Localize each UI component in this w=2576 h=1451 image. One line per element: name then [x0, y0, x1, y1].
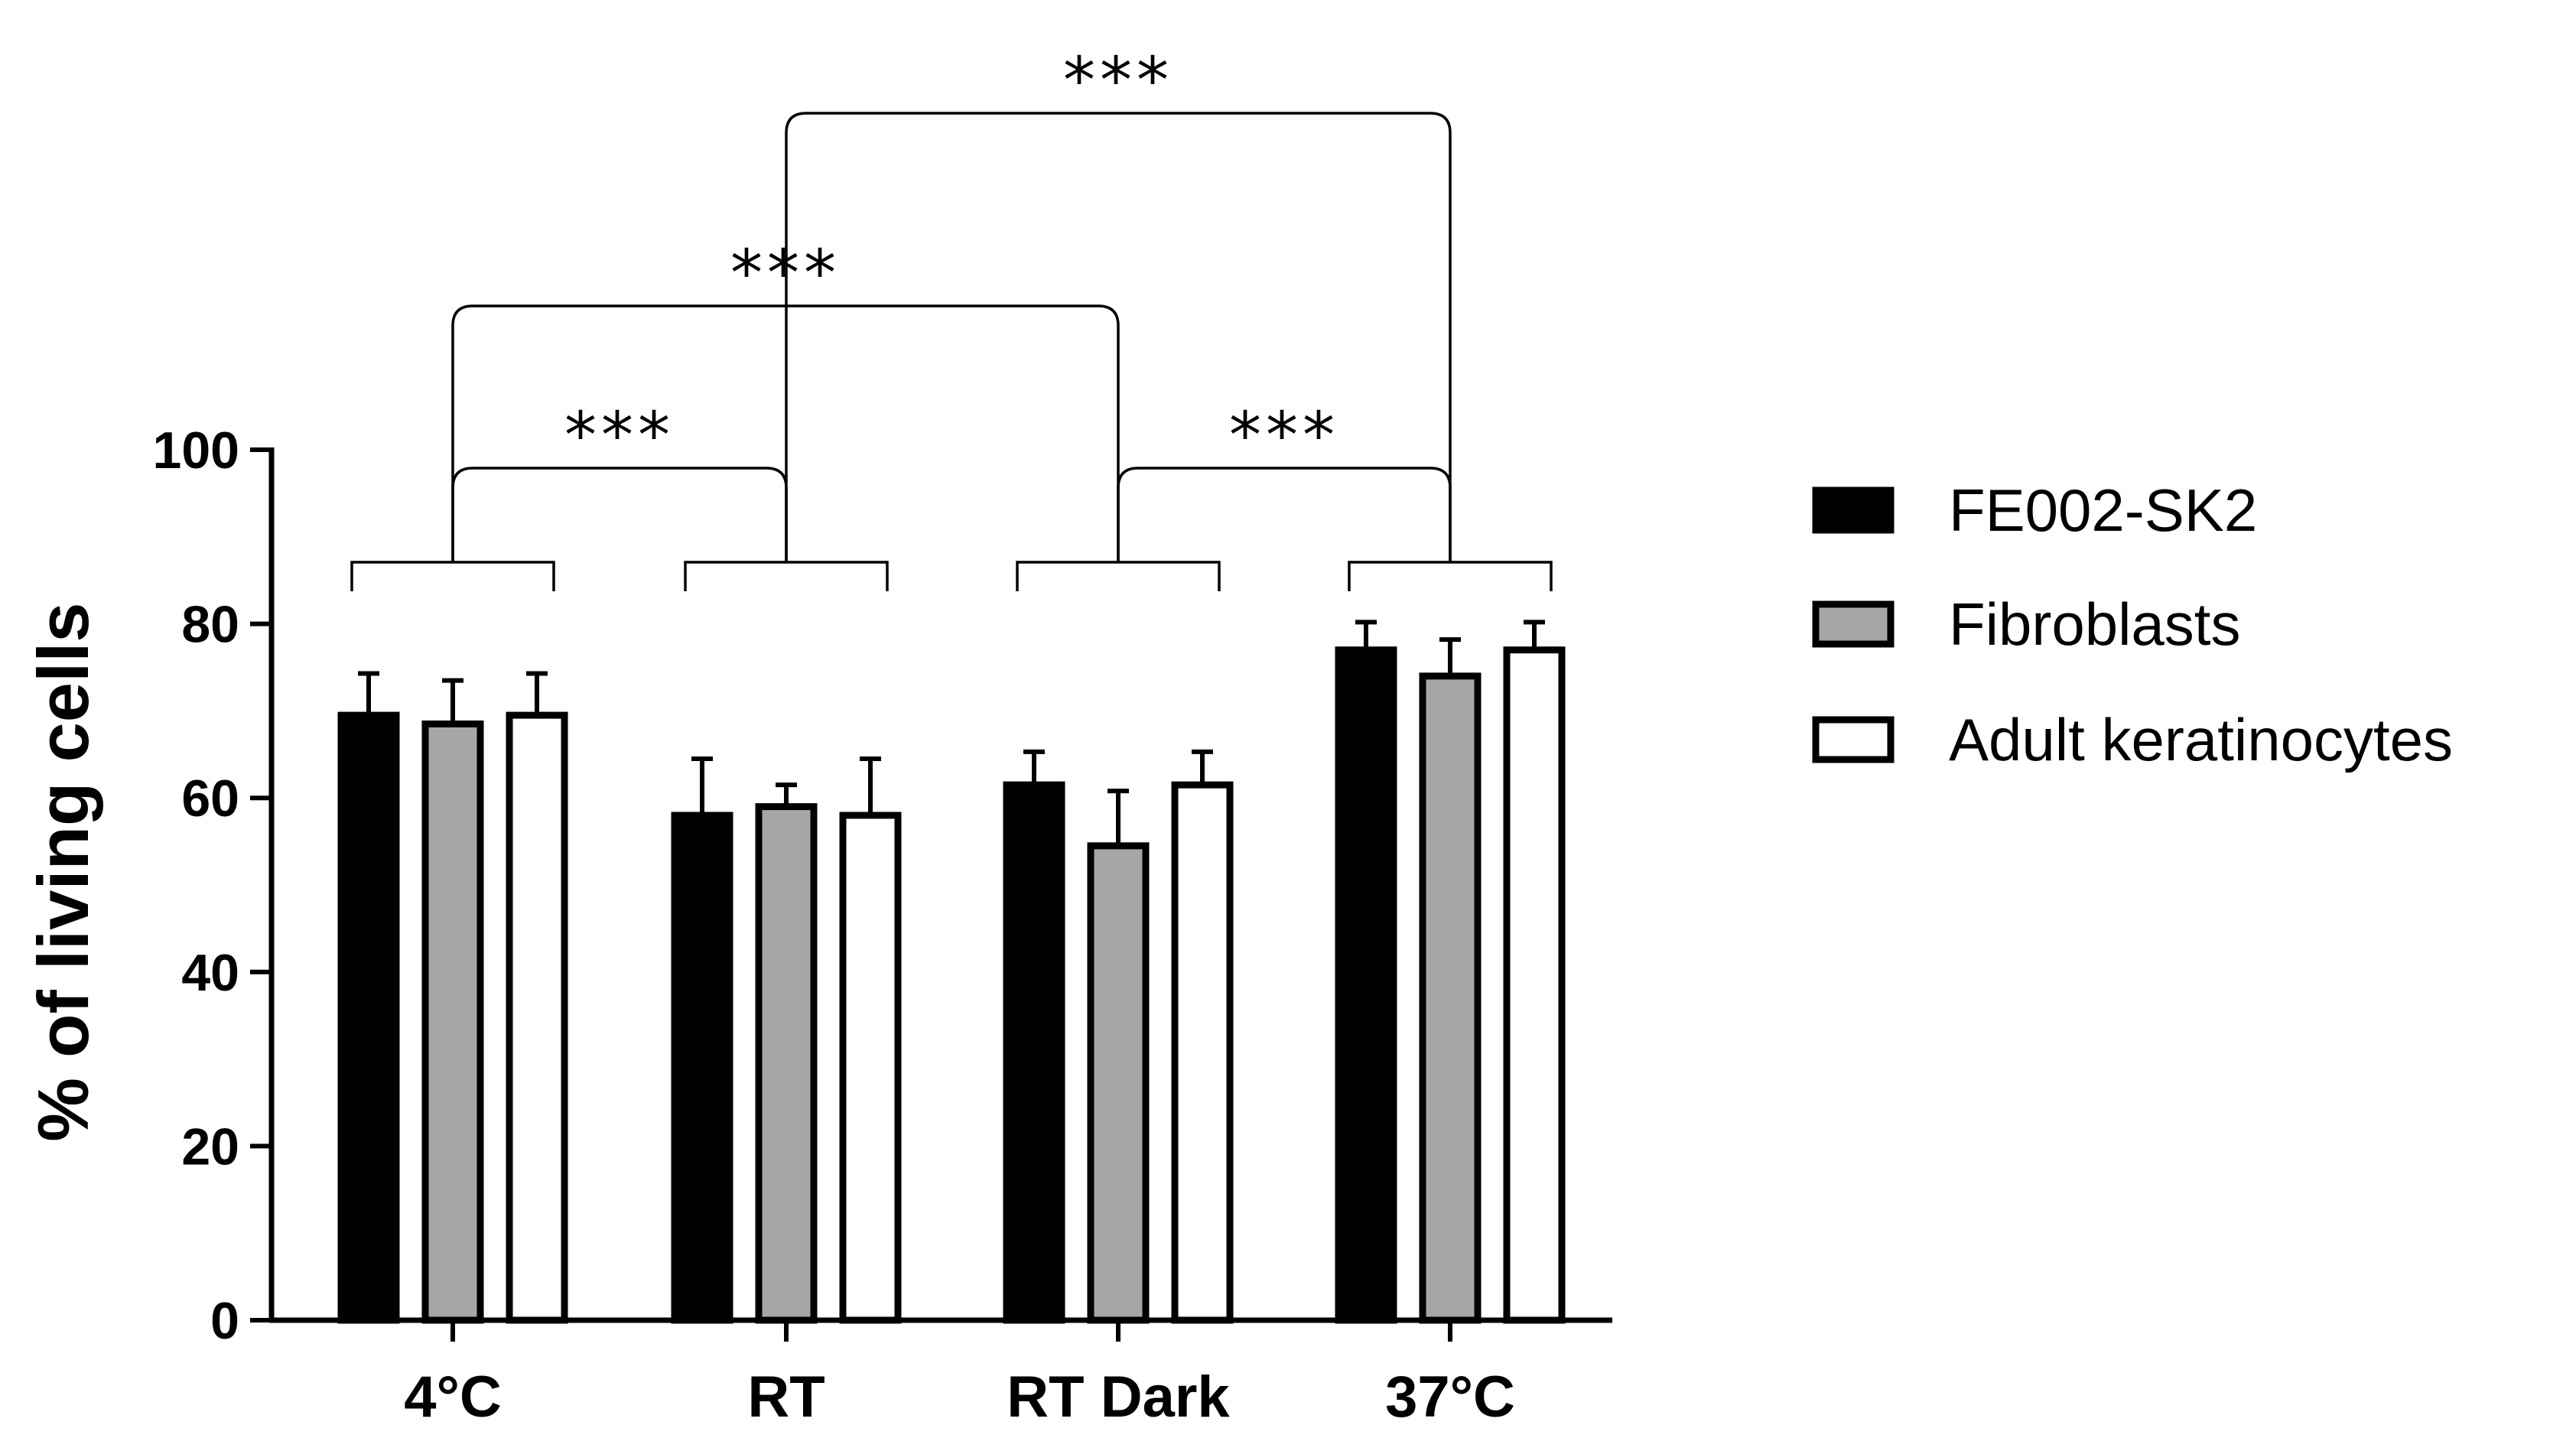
significance-bracket	[785, 112, 1452, 562]
significance-bracket	[1117, 467, 1452, 562]
group-brace	[1348, 561, 1553, 591]
legend: FE002-SK2 Fibroblasts Adult keratinocytes	[1812, 477, 2453, 773]
bar	[671, 812, 733, 1324]
bar	[1171, 781, 1234, 1324]
x-tick-label: RT Dark	[1007, 1365, 1230, 1430]
significance-label: ***	[730, 236, 841, 311]
bar	[421, 720, 484, 1324]
x-axis: 4°C RT RT Dark 37°C	[269, 1317, 1612, 1430]
legend-label: FE002-SK2	[1949, 477, 2257, 544]
bar	[506, 711, 568, 1324]
bar	[755, 803, 818, 1324]
x-tick-label: 37°C	[1385, 1365, 1515, 1430]
y-axis: 0 20 40 60 80 100	[153, 421, 275, 1350]
bar	[1335, 646, 1397, 1324]
bars	[337, 620, 1566, 1324]
y-tick-label: 60	[181, 769, 239, 828]
y-tick-label: 40	[181, 944, 239, 1002]
y-tick-label: 20	[181, 1118, 239, 1176]
bar	[337, 711, 400, 1324]
significance-bracket	[451, 467, 788, 562]
legend-swatch	[1812, 486, 1895, 534]
group-brace	[350, 561, 555, 591]
y-tick-label: 100	[153, 421, 239, 480]
significance-label: ***	[1063, 43, 1173, 118]
legend-swatch	[1812, 716, 1895, 763]
y-axis-title: % of living cells	[23, 602, 103, 1141]
y-tick-label: 0	[210, 1292, 239, 1350]
legend-label: Fibroblasts	[1949, 590, 2240, 658]
legend-swatch	[1812, 600, 1895, 648]
bar	[839, 812, 902, 1324]
bar	[1419, 672, 1482, 1324]
legend-label: Adult keratinocytes	[1949, 706, 2453, 773]
significance-label: ***	[1229, 398, 1339, 473]
bar	[1003, 781, 1065, 1324]
x-tick-label: RT	[747, 1365, 825, 1430]
y-tick-label: 80	[181, 596, 239, 654]
x-tick-label: 4°C	[404, 1365, 502, 1430]
bar	[1087, 842, 1150, 1324]
significance-label: ***	[564, 398, 675, 473]
group-brace	[684, 561, 889, 591]
group-brace	[1016, 561, 1221, 591]
bar	[1503, 646, 1566, 1324]
significance-brackets: *** *** *** ***	[350, 43, 1553, 591]
